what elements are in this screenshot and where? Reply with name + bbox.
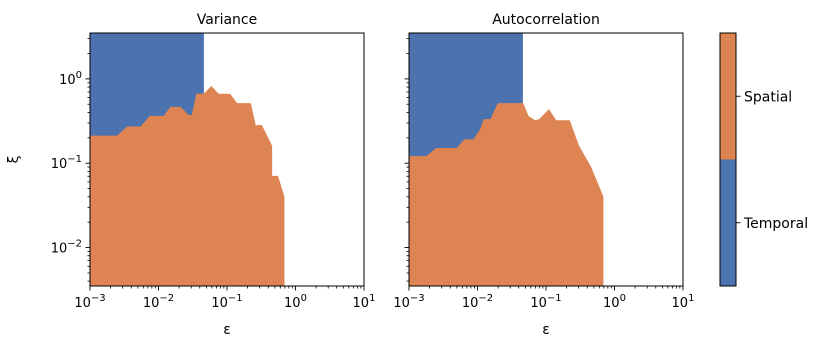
x-tick-label: 10−3 [393,293,424,311]
x-tick-label: 10−1 [211,293,242,311]
colorbar-temporal-segment [720,159,736,286]
spatial-region [90,86,285,286]
colorbar-label-spatial: Spatial [744,89,792,105]
y-axis: 10−2 10−1 100 [51,38,90,282]
x-tick-label: 101 [672,293,695,311]
y-tick-label: 100 [59,70,82,88]
colorbar-frame [719,32,737,287]
y-tick-label: 10−2 [51,239,82,257]
y-axis [404,38,409,282]
x-axis: 10−3 10−2 10−1 100 101 [393,286,694,311]
x-tick-label: 100 [603,293,626,311]
x-tick-label: 101 [353,293,376,311]
panel-variance: Variance 10−3 10−2 10−1 100 101 ε 10−2 10−1 100 ξ [6,12,375,338]
x-axis-label: ε [542,322,550,338]
x-axis: 10−3 10−2 10−1 100 101 [74,286,375,311]
panel-title: Variance [197,12,257,28]
spatial-region [409,103,604,286]
x-tick-label: 10−3 [74,293,105,311]
colorbar-label-temporal: Temporal [743,216,808,232]
x-tick-label: 10−1 [530,293,561,311]
y-tick-label: 10−1 [51,154,82,172]
x-axis-label: ε [223,322,231,338]
x-tick-label: 100 [284,293,307,311]
x-tick-label: 10−2 [462,293,493,311]
panel-autocorrelation: Autocorrelation 10−3 10−2 10−1 100 101 ε [393,12,694,338]
panel-title: Autocorrelation [492,12,600,28]
colorbar: Spatial Temporal [719,32,808,287]
y-axis-label: ξ [6,156,22,164]
colorbar-spatial-segment [720,33,736,160]
x-tick-label: 10−2 [143,293,174,311]
